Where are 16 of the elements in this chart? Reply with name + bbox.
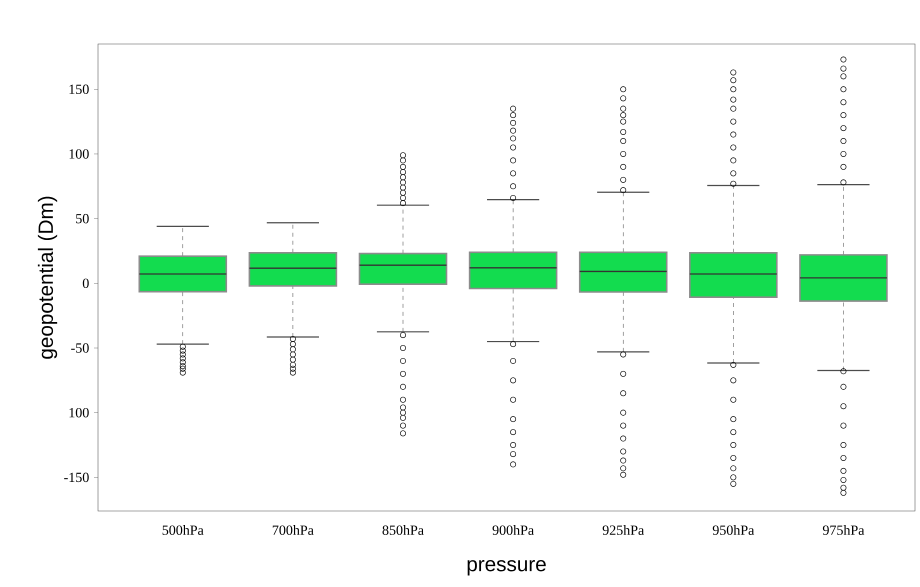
x-tick-label: 850hPa (382, 525, 424, 535)
y-tick-label: 150 (70, 84, 89, 94)
y-tick-label: 100 (70, 149, 89, 159)
x-tick-label: 950hPa (712, 525, 754, 535)
x-tick-label: 975hPa (822, 525, 864, 535)
y-axis-title: geopotential (Dm) (38, 196, 58, 359)
x-tick-label: 900hPa (492, 525, 534, 535)
y-tick-label: 50 (76, 214, 89, 224)
y-tick-label: 100 (70, 408, 89, 418)
x-tick-label: 700hPa (272, 525, 314, 535)
y-tick-label: -150 (64, 472, 89, 482)
x-axis-title: pressure (468, 560, 546, 576)
y-tick-label: 0 (82, 278, 89, 288)
x-tick-label: 500hPa (162, 525, 204, 535)
x-tick-label: 925hPa (602, 525, 644, 535)
y-tick-label: -50 (71, 343, 89, 353)
